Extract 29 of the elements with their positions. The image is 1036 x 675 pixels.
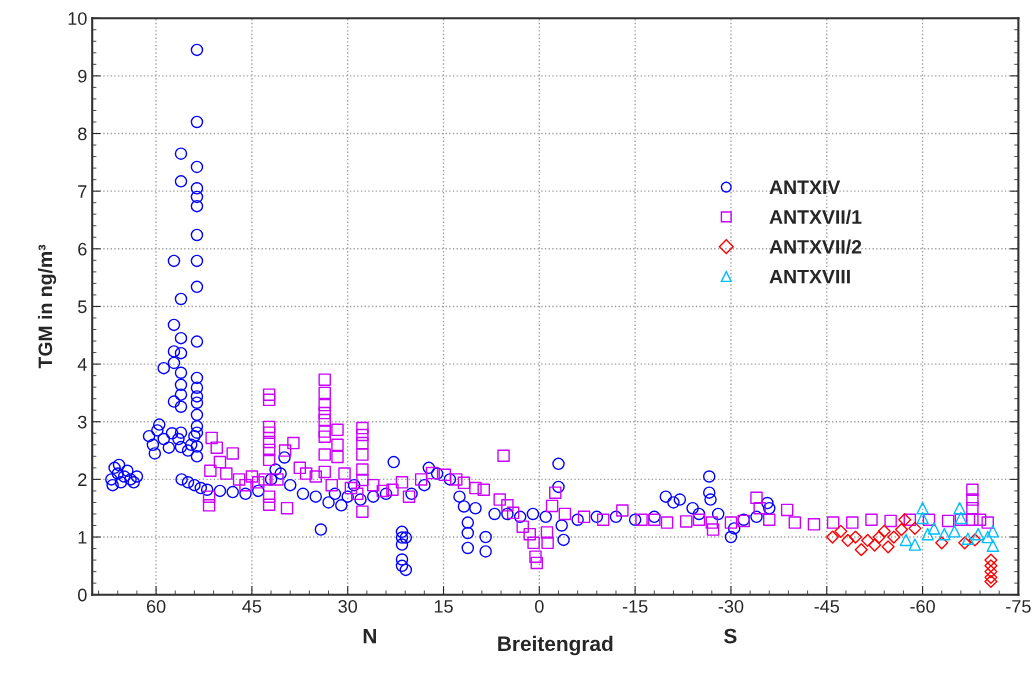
y-tick-label: 10 (68, 12, 87, 25)
x-tick-label: 15 (434, 600, 453, 613)
y-tick-label: 9 (78, 69, 87, 83)
x-tick-label: 30 (338, 600, 358, 613)
text: N (363, 628, 376, 644)
y-tick-label: 6 (78, 242, 87, 256)
x-tick-label: -30 (718, 600, 744, 613)
x-tick-label: -15 (622, 600, 648, 613)
y-tick-label: 0 (78, 588, 87, 602)
y-axis-title: TGM in ng/m³ (37, 244, 57, 369)
x-tick-label: -75 (1006, 600, 1031, 613)
text: S (724, 628, 737, 644)
y-tick-label: 1 (78, 531, 87, 544)
legend-label: ANTXVII/1 (769, 209, 862, 225)
x-tick-label: -60 (910, 600, 935, 613)
x-tick-label: -45 (814, 600, 840, 613)
y-tick-label: 8 (78, 127, 87, 141)
legend-label: ANTXVII/2 (769, 239, 862, 254)
x-tick-label: 0 (535, 600, 544, 613)
y-tick-label: 4 (77, 358, 87, 371)
x-axis-title: Breitengrad (498, 635, 613, 656)
legend-label: ANTXVIII (769, 269, 850, 284)
legend-label: ANTXIV (769, 180, 841, 194)
y-tick-label: 7 (78, 185, 87, 198)
y-tick-label: 5 (78, 300, 87, 314)
x-tick-label: 60 (146, 600, 166, 613)
y-tick-label: 2 (78, 473, 87, 486)
y-tick-label: 3 (77, 415, 87, 429)
x-tick-label: 45 (242, 600, 262, 613)
